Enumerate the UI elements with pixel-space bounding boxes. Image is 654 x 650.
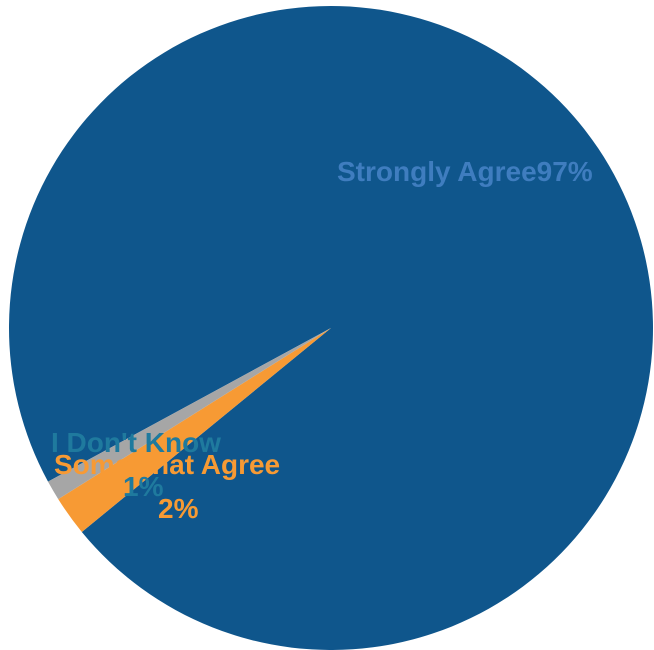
pie-slice-dont-know bbox=[48, 328, 332, 500]
data-label-somewhat-agree-name: Somewhat Agree bbox=[54, 449, 280, 480]
data-label-strongly-agree: Strongly Agree97% bbox=[337, 156, 593, 187]
data-label-dont-know-name: I Don't Know bbox=[51, 427, 221, 458]
data-label-dont-know-value: 1% bbox=[123, 471, 164, 502]
pie-slice-strongly-agree bbox=[9, 6, 653, 650]
data-label-somewhat-agree-value: 2% bbox=[158, 493, 199, 524]
pie-slice-somewhat-agree bbox=[58, 328, 331, 532]
